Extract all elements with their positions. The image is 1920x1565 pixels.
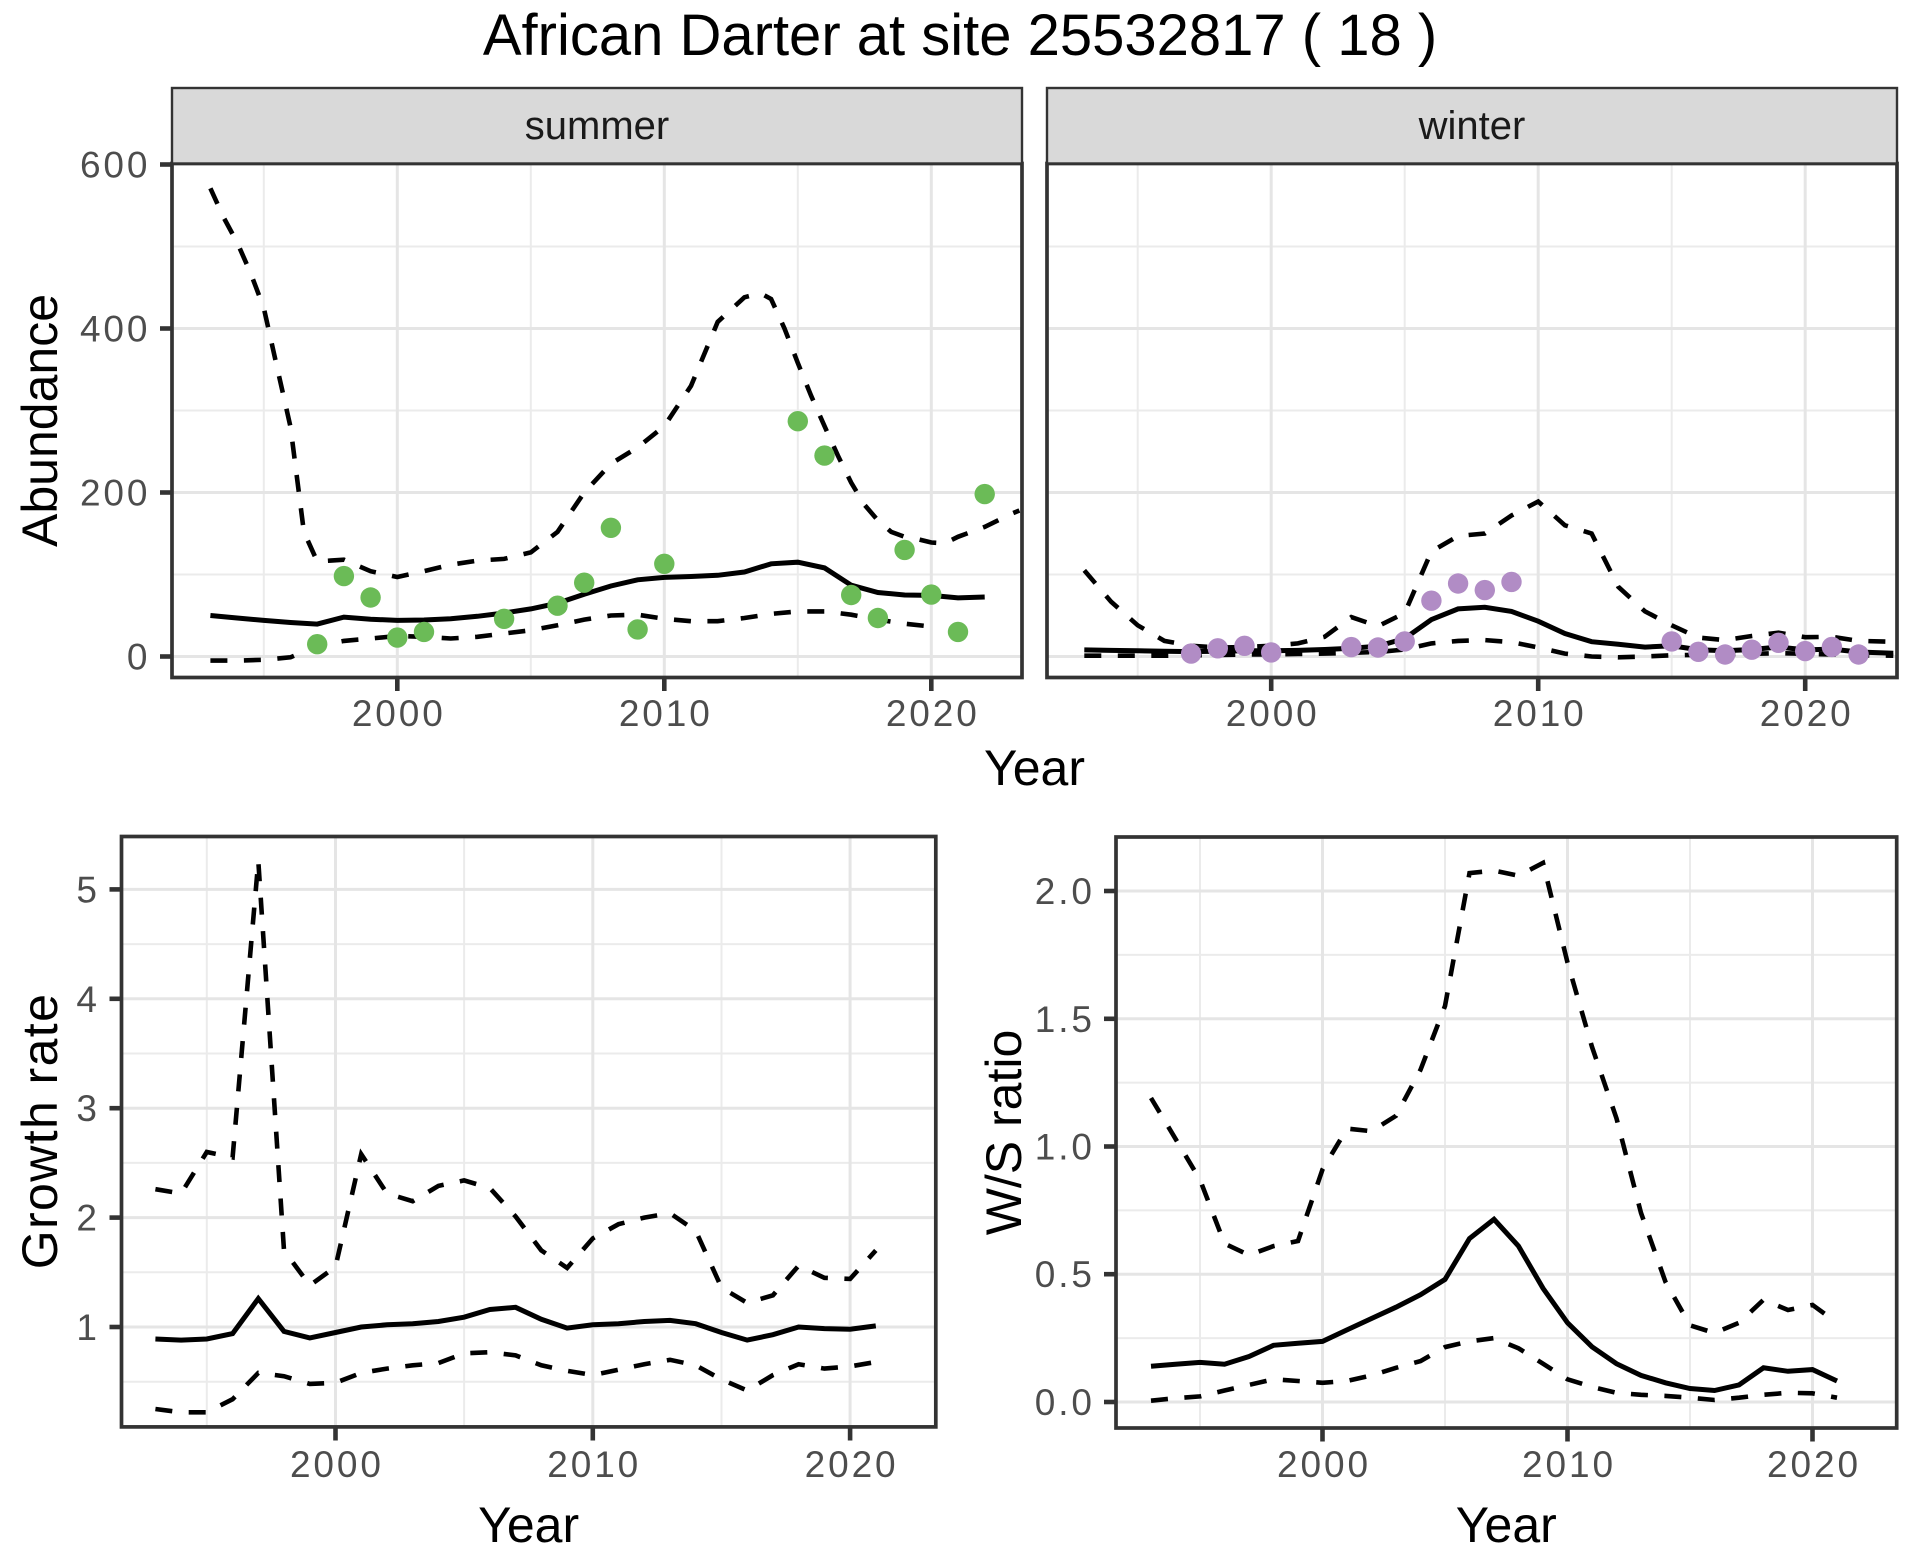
svg-text:2010: 2010 [1493,693,1587,734]
svg-text:400: 400 [80,309,150,350]
svg-text:Abundance: Abundance [12,294,68,547]
svg-text:Year: Year [478,1497,579,1553]
svg-text:3: 3 [76,1088,99,1129]
svg-text:Year: Year [1456,1497,1557,1553]
svg-text:1.0: 1.0 [1035,1127,1095,1168]
svg-text:2.0: 2.0 [1035,871,1095,912]
svg-text:1.5: 1.5 [1035,999,1095,1040]
svg-text:2010: 2010 [1522,1444,1616,1485]
svg-text:0: 0 [127,637,150,678]
svg-text:2000: 2000 [352,693,446,734]
svg-text:African Darter at site 2553281: African Darter at site 25532817 ( 18 ) [483,3,1437,68]
svg-text:2000: 2000 [1277,1444,1371,1485]
svg-text:5: 5 [76,869,99,910]
svg-text:Year: Year [984,740,1085,796]
svg-text:2020: 2020 [1760,693,1854,734]
svg-text:Growth rate: Growth rate [12,993,68,1270]
svg-text:4: 4 [76,979,99,1020]
svg-text:600: 600 [80,145,150,186]
svg-text:0.0: 0.0 [1035,1382,1095,1423]
svg-text:0.5: 0.5 [1035,1254,1095,1295]
svg-text:2000: 2000 [1226,693,1320,734]
svg-text:2000: 2000 [290,1444,384,1485]
svg-text:2010: 2010 [547,1444,641,1485]
svg-text:200: 200 [80,473,150,514]
svg-text:1: 1 [76,1307,99,1348]
svg-text:2010: 2010 [619,693,713,734]
svg-text:2020: 2020 [886,693,980,734]
svg-text:2020: 2020 [1767,1444,1861,1485]
svg-text:2: 2 [76,1198,99,1239]
svg-text:2020: 2020 [805,1444,899,1485]
svg-text:W/S ratio: W/S ratio [976,1030,1032,1236]
svg-text:winter: winter [1418,104,1526,148]
svg-text:summer: summer [525,104,669,148]
